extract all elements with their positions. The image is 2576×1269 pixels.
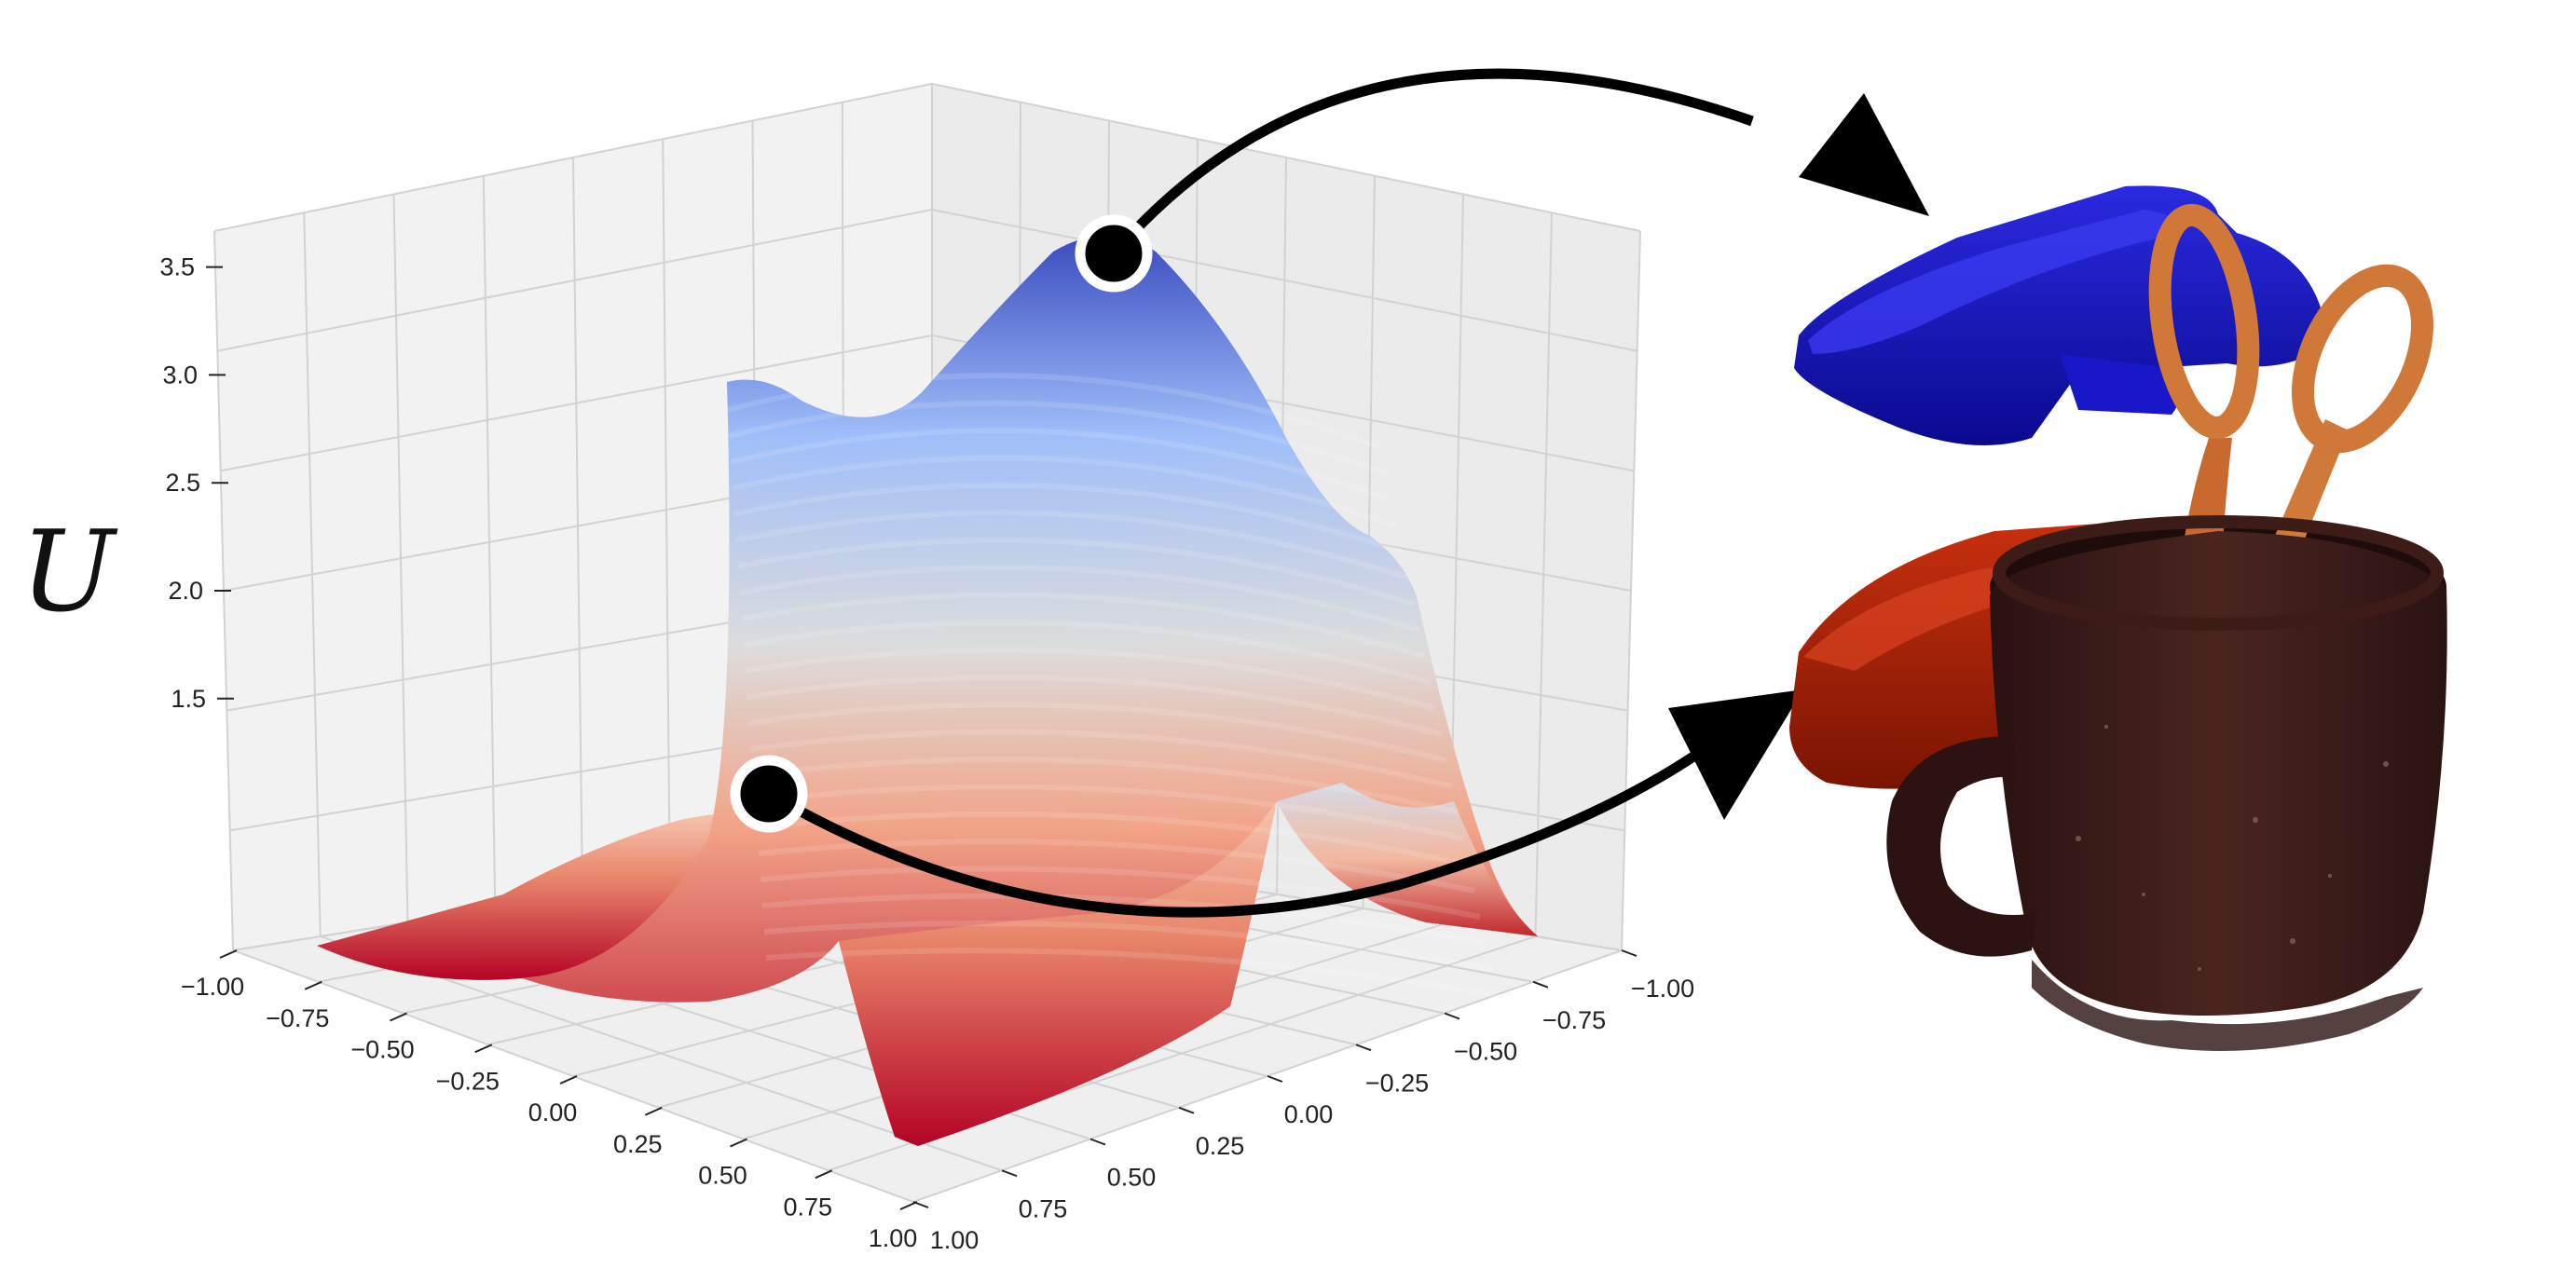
grid-line (931, 209, 1637, 352)
surface-front-face (839, 801, 1277, 1146)
contour-band (743, 620, 1431, 685)
arrow-bottom-head (1668, 689, 1803, 820)
contour-band (761, 893, 1487, 946)
grid-line (213, 83, 933, 232)
contour-band (741, 592, 1425, 659)
y-tick (1621, 949, 1637, 957)
y-tick-label: 0.75 (1019, 1194, 1068, 1222)
x-tick (474, 1044, 493, 1054)
marker-top (1075, 214, 1153, 293)
y-tick (1089, 1138, 1106, 1146)
x-tick-label: 1.00 (869, 1224, 918, 1252)
contour-band (732, 455, 1397, 528)
y-tick (1355, 1044, 1372, 1052)
contour-band (737, 537, 1414, 607)
contour-band (756, 811, 1470, 867)
x-tick-label: −1.00 (181, 973, 244, 1001)
y-tick (1444, 1012, 1460, 1020)
y-tick (1178, 1106, 1195, 1114)
y-tick (1001, 1169, 1018, 1178)
surface (317, 235, 1538, 1146)
y-tick-label: 1.00 (930, 1226, 980, 1254)
contour-band (735, 510, 1408, 580)
x-tick-label: −0.75 (266, 1004, 329, 1032)
x-tick (644, 1106, 663, 1116)
grid-line (220, 334, 933, 472)
grid-line (931, 83, 1641, 232)
x-tick-label: −0.50 (350, 1036, 414, 1064)
surface-main-ridge (522, 235, 1538, 1146)
y-tick-label: −0.25 (1365, 1069, 1429, 1097)
contour-band (760, 866, 1481, 920)
z-tick-label: 3.0 (162, 361, 198, 389)
y-tick (912, 1201, 929, 1208)
contour-band (752, 757, 1459, 815)
contour-band (733, 482, 1403, 554)
arrow-top (1109, 68, 1754, 257)
arrows (730, 68, 1929, 918)
surface-right-foot (1277, 783, 1538, 936)
surface-plot: 1.5 2.0 2.5 3.0 3.5 −1.00 −0.75 −0.50 −0.25 0.00 0… (21, 83, 1694, 1254)
x-tick-label: 0.25 (613, 1130, 663, 1158)
y-tick-label: 0.00 (1284, 1100, 1334, 1128)
contour-band (728, 400, 1387, 476)
grid-line (217, 209, 933, 352)
contour-band (726, 373, 1381, 450)
contour-band (745, 647, 1436, 711)
arrow-top-head (1799, 93, 1929, 216)
x-tick (219, 949, 238, 959)
contour-band (765, 948, 1498, 998)
robot-scene (1789, 185, 2447, 1051)
x-tick (390, 1012, 407, 1022)
z-tick-label: 3.5 (159, 253, 195, 281)
blue-gripper (1794, 185, 2321, 445)
x-tick-label: 0.75 (783, 1193, 832, 1221)
contour-band (754, 784, 1464, 841)
y-tick-label: 0.25 (1196, 1132, 1245, 1160)
x-tick (815, 1169, 833, 1180)
y-tick-label: −1.00 (1631, 975, 1694, 1003)
x-tick (304, 980, 322, 990)
y-tick-label: −0.75 (1542, 1006, 1606, 1034)
x-tick-label: 0.50 (698, 1162, 747, 1190)
contour-band (763, 921, 1492, 972)
y-tick (1532, 980, 1549, 989)
z-tick-label: 1.5 (171, 685, 206, 713)
contour-band (739, 565, 1419, 633)
x-tick (559, 1075, 578, 1085)
marker-bottom (730, 755, 808, 833)
contour-band (750, 729, 1453, 789)
z-tick-label: 2.5 (165, 469, 200, 497)
y-tick-label: −0.50 (1454, 1038, 1517, 1066)
y-tick (1267, 1075, 1283, 1083)
x-tick-label: 0.00 (528, 1098, 578, 1126)
mug (1886, 515, 2447, 1051)
x-tick (730, 1138, 747, 1148)
y-tick-label: 0.50 (1107, 1164, 1157, 1192)
surface-contour-bands (726, 373, 1498, 998)
contour-band (747, 674, 1442, 737)
z-axis-label: U (21, 508, 118, 637)
arrow-bottom (766, 750, 1700, 918)
x-tick-label: −0.25 (436, 1067, 500, 1095)
contour-band (730, 428, 1391, 502)
axis-ticks: 1.5 2.0 2.5 3.0 3.5 −1.00 −0.75 −0.50 −0.25 0.00 0… (159, 253, 1694, 1254)
contour-band (748, 702, 1447, 763)
z-tick-label: 2.0 (168, 577, 203, 605)
